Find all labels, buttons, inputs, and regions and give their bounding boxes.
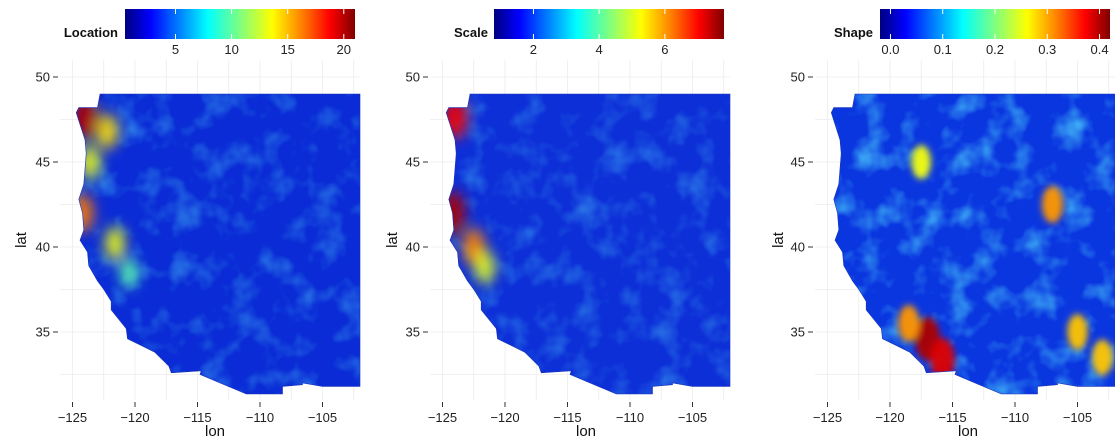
legend-ticks: 2 4 6 <box>530 9 668 57</box>
y-tick-label: 35 <box>406 325 420 340</box>
legend-location: Location 5 10 15 20 <box>64 9 355 57</box>
y-axis: 35 40 45 50 <box>791 70 813 340</box>
x-tick-label: −115 <box>183 410 211 425</box>
legend-title: Scale <box>454 25 488 40</box>
y-axis-title: lat <box>384 231 401 248</box>
legend-tick-label: 0.1 <box>934 42 952 57</box>
hotspot <box>1092 339 1113 376</box>
hotspot <box>105 226 125 261</box>
x-axis-title: lon <box>958 423 978 439</box>
y-tick-label: 40 <box>406 240 420 255</box>
y-tick-label: 40 <box>36 240 50 255</box>
hotspot <box>97 113 118 150</box>
y-tick-label: 40 <box>791 240 805 255</box>
y-tick-label: 50 <box>406 70 420 85</box>
y-tick-label: 50 <box>36 70 50 85</box>
x-axis-title: lon <box>205 423 225 439</box>
legend-tick-label: 4 <box>596 42 603 57</box>
legend-title: Location <box>64 25 118 40</box>
legend-tick-label: 6 <box>661 42 668 57</box>
heatmap-field <box>831 94 1115 394</box>
y-axis: 35 40 45 50 <box>406 70 428 340</box>
x-tick-label: −115 <box>553 410 581 425</box>
x-tick-label: −125 <box>428 410 457 425</box>
x-tick-label: −120 <box>120 410 149 425</box>
legend-tick-label: 0.4 <box>1091 42 1109 57</box>
x-tick-label: −115 <box>938 410 966 425</box>
x-tick-label: −105 <box>1063 410 1092 425</box>
hotspot <box>475 250 495 285</box>
legend-tick-label: 0.0 <box>881 42 899 57</box>
y-axis-title: lat <box>13 231 30 248</box>
legend-colorbar <box>494 9 724 39</box>
x-axis: −125 −120 −115 −110 −105 <box>813 402 1092 425</box>
hotspot <box>1067 314 1088 350</box>
x-tick-label: −110 <box>246 410 274 425</box>
x-tick-label: −105 <box>308 410 337 425</box>
x-tick-label: −105 <box>678 410 707 425</box>
legend-tick-label: 15 <box>280 42 294 57</box>
x-axis: −125 −120 −115 −110 −105 <box>58 402 337 425</box>
x-tick-label: −110 <box>1001 410 1029 425</box>
x-tick-label: −120 <box>490 410 519 425</box>
legend-tick-label: 5 <box>172 42 179 57</box>
legend-tick-label: 0.3 <box>1038 42 1056 57</box>
hotspot <box>120 257 138 288</box>
region-outline <box>75 93 361 395</box>
legend-shape: Shape 0.0 0.1 0.2 0.3 0.4 <box>834 9 1110 57</box>
legend-ticks: 5 10 15 20 <box>172 9 351 57</box>
hotspot <box>930 338 955 381</box>
hotspot <box>1041 185 1064 224</box>
x-tick-label: −110 <box>616 410 644 425</box>
hotspot <box>446 97 467 139</box>
legend-title: Shape <box>834 25 873 40</box>
y-tick-label: 45 <box>36 155 50 170</box>
hotspot <box>76 96 98 140</box>
hotspot <box>911 145 931 179</box>
panel-shape: Shape 0.0 0.1 0.2 0.3 0.4 −125 −120 −115 −110 −1… <box>770 9 1115 439</box>
legend-tick-label: 0.2 <box>986 42 1004 57</box>
x-axis: −125 −120 −115 −110 −105 <box>428 402 707 425</box>
y-axis: 35 40 45 50 <box>36 70 58 340</box>
legend-tick-label: 2 <box>530 42 537 57</box>
panel-location: Location 5 10 15 20 −125 −120 −115 −110 −105 35… <box>13 9 361 439</box>
y-tick-label: 45 <box>406 155 420 170</box>
hotspot <box>898 304 920 343</box>
x-tick-label: −125 <box>813 410 842 425</box>
legend-tick-label: 10 <box>224 42 238 57</box>
legend-colorbar <box>125 9 355 39</box>
legend-tick-label: 20 <box>337 42 351 57</box>
region-outline <box>830 93 1115 395</box>
y-axis-title: lat <box>770 231 787 248</box>
y-tick-label: 35 <box>36 325 50 340</box>
legend-scale: Scale 2 4 6 <box>454 9 724 57</box>
y-tick-label: 45 <box>791 155 805 170</box>
y-tick-label: 50 <box>791 70 805 85</box>
x-tick-label: −120 <box>875 410 904 425</box>
x-axis-title: lon <box>576 423 596 439</box>
region-outline <box>445 93 731 395</box>
legend-ticks: 0.0 0.1 0.2 0.3 0.4 <box>881 9 1109 57</box>
heatmap-field <box>446 94 730 394</box>
x-tick-label: −125 <box>58 410 87 425</box>
y-tick-label: 35 <box>791 325 805 340</box>
heatmap-field <box>76 94 360 394</box>
